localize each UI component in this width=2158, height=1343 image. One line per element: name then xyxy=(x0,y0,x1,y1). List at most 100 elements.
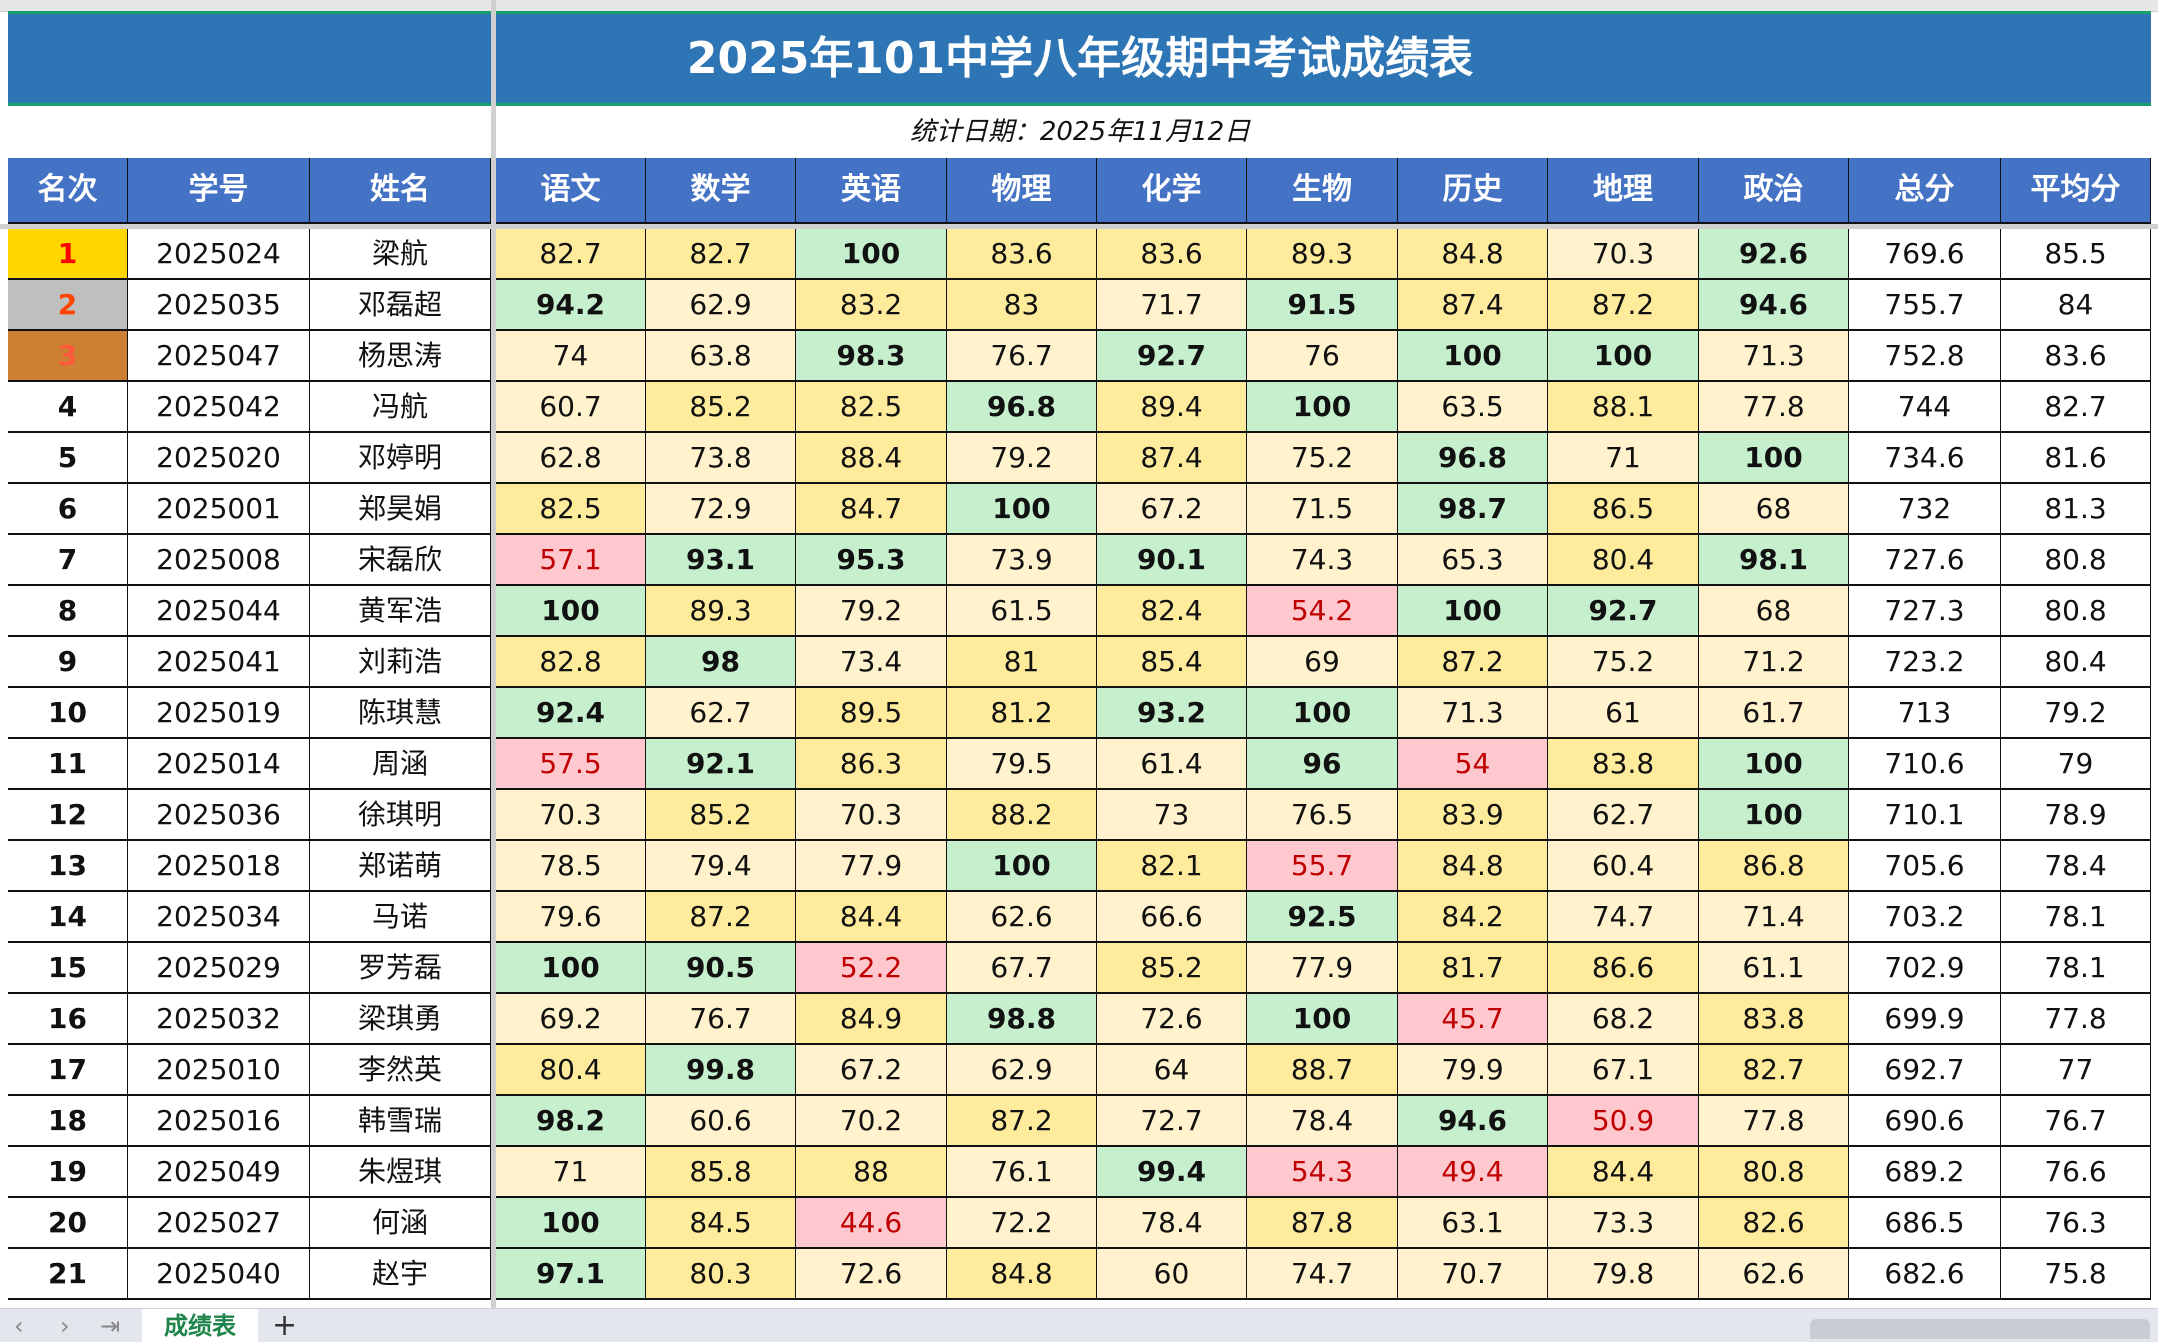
cell-average[interactable]: 76.7 xyxy=(2001,1096,2151,1147)
cell-score-geography[interactable]: 67.1 xyxy=(1548,1045,1699,1096)
cell-score-chinese[interactable]: 100 xyxy=(496,586,646,637)
cell-score-geography[interactable]: 86.6 xyxy=(1548,943,1699,994)
cell-student-id[interactable]: 2025035 xyxy=(128,280,310,331)
cell-total[interactable]: 723.2 xyxy=(1849,637,2001,688)
cell-score-geography[interactable]: 84.4 xyxy=(1548,1147,1699,1198)
cell-score-chinese[interactable]: 78.5 xyxy=(496,841,646,892)
cell-score-english[interactable]: 52.2 xyxy=(796,943,947,994)
cell-student-id[interactable]: 2025020 xyxy=(128,433,310,484)
cell-score-geography[interactable]: 83.8 xyxy=(1548,739,1699,790)
cell-score-geography[interactable]: 88.1 xyxy=(1548,382,1699,433)
cell-score-math[interactable]: 92.1 xyxy=(646,739,796,790)
cell-score-english[interactable]: 72.6 xyxy=(796,1249,947,1300)
cell-score-politics[interactable]: 98.1 xyxy=(1699,535,1849,586)
cell-score-physics[interactable]: 62.9 xyxy=(947,1045,1097,1096)
cell-score-math[interactable]: 82.7 xyxy=(646,229,796,280)
cell-score-english[interactable]: 79.2 xyxy=(796,586,947,637)
cell-score-biology[interactable]: 76 xyxy=(1247,331,1398,382)
cell-score-physics[interactable]: 81 xyxy=(947,637,1097,688)
cell-rank[interactable]: 12 xyxy=(8,790,128,841)
header-chinese[interactable]: 语文 xyxy=(496,158,646,224)
cell-score-physics[interactable]: 72.2 xyxy=(947,1198,1097,1249)
last-sheet-icon[interactable]: ⇥ xyxy=(100,1312,121,1340)
cell-student-id[interactable]: 2025016 xyxy=(128,1096,310,1147)
cell-score-biology[interactable]: 96 xyxy=(1247,739,1398,790)
header-english[interactable]: 英语 xyxy=(796,158,947,224)
cell-total[interactable]: 732 xyxy=(1849,484,2001,535)
cell-score-chinese[interactable]: 71 xyxy=(496,1147,646,1198)
cell-score-math[interactable]: 87.2 xyxy=(646,892,796,943)
cell-average[interactable]: 78.9 xyxy=(2001,790,2151,841)
cell-student-id[interactable]: 2025008 xyxy=(128,535,310,586)
cell-score-geography[interactable]: 68.2 xyxy=(1548,994,1699,1045)
cell-score-history[interactable]: 45.7 xyxy=(1398,994,1548,1045)
cell-score-chemistry[interactable]: 78.4 xyxy=(1097,1198,1247,1249)
cell-student-id[interactable]: 2025001 xyxy=(128,484,310,535)
header-total[interactable]: 总分 xyxy=(1849,158,2001,224)
cell-student-id[interactable]: 2025010 xyxy=(128,1045,310,1096)
cell-score-history[interactable]: 79.9 xyxy=(1398,1045,1548,1096)
cell-score-history[interactable]: 71.3 xyxy=(1398,688,1548,739)
cell-score-english[interactable]: 98.3 xyxy=(796,331,947,382)
cell-score-chemistry[interactable]: 85.2 xyxy=(1097,943,1247,994)
cell-name[interactable]: 邓磊超 xyxy=(310,280,491,331)
cell-score-geography[interactable]: 100 xyxy=(1548,331,1699,382)
cell-score-math[interactable]: 85.2 xyxy=(646,790,796,841)
header-student-id[interactable]: 学号 xyxy=(128,158,310,224)
cell-name[interactable]: 何涵 xyxy=(310,1198,491,1249)
cell-rank[interactable]: 5 xyxy=(8,433,128,484)
cell-score-politics[interactable]: 77.8 xyxy=(1699,382,1849,433)
cell-score-geography[interactable]: 60.4 xyxy=(1548,841,1699,892)
cell-average[interactable]: 77.8 xyxy=(2001,994,2151,1045)
cell-score-politics[interactable]: 82.6 xyxy=(1699,1198,1849,1249)
cell-average[interactable]: 78.1 xyxy=(2001,892,2151,943)
cell-average[interactable]: 76.6 xyxy=(2001,1147,2151,1198)
cell-score-english[interactable]: 100 xyxy=(796,229,947,280)
cell-score-physics[interactable]: 79.2 xyxy=(947,433,1097,484)
cell-score-politics[interactable]: 100 xyxy=(1699,433,1849,484)
cell-score-geography[interactable]: 71 xyxy=(1548,433,1699,484)
cell-student-id[interactable]: 2025042 xyxy=(128,382,310,433)
cell-average[interactable]: 85.5 xyxy=(2001,229,2151,280)
cell-average[interactable]: 81.6 xyxy=(2001,433,2151,484)
cell-score-physics[interactable]: 81.2 xyxy=(947,688,1097,739)
cell-student-id[interactable]: 2025049 xyxy=(128,1147,310,1198)
cell-score-politics[interactable]: 100 xyxy=(1699,790,1849,841)
cell-student-id[interactable]: 2025041 xyxy=(128,637,310,688)
cell-student-id[interactable]: 2025047 xyxy=(128,331,310,382)
cell-average[interactable]: 80.8 xyxy=(2001,535,2151,586)
cell-score-politics[interactable]: 68 xyxy=(1699,484,1849,535)
cell-score-physics[interactable]: 83 xyxy=(947,280,1097,331)
cell-rank[interactable]: 10 xyxy=(8,688,128,739)
cell-total[interactable]: 705.6 xyxy=(1849,841,2001,892)
cell-score-politics[interactable]: 83.8 xyxy=(1699,994,1849,1045)
cell-score-math[interactable]: 89.3 xyxy=(646,586,796,637)
cell-score-chinese[interactable]: 70.3 xyxy=(496,790,646,841)
header-name[interactable]: 姓名 xyxy=(310,158,491,224)
cell-average[interactable]: 84 xyxy=(2001,280,2151,331)
cell-score-chemistry[interactable]: 92.7 xyxy=(1097,331,1247,382)
add-sheet-button[interactable]: + xyxy=(272,1308,298,1343)
cell-name[interactable]: 周涵 xyxy=(310,739,491,790)
cell-score-biology[interactable]: 71.5 xyxy=(1247,484,1398,535)
cell-name[interactable]: 徐琪明 xyxy=(310,790,491,841)
cell-score-english[interactable]: 88 xyxy=(796,1147,947,1198)
cell-score-chinese[interactable]: 82.7 xyxy=(496,229,646,280)
cell-name[interactable]: 刘莉浩 xyxy=(310,637,491,688)
cell-score-math[interactable]: 72.9 xyxy=(646,484,796,535)
cell-score-biology[interactable]: 55.7 xyxy=(1247,841,1398,892)
cell-score-history[interactable]: 100 xyxy=(1398,331,1548,382)
cell-average[interactable]: 78.4 xyxy=(2001,841,2151,892)
cell-score-geography[interactable]: 79.8 xyxy=(1548,1249,1699,1300)
cell-score-physics[interactable]: 73.9 xyxy=(947,535,1097,586)
prev-sheet-icon[interactable]: ‹ xyxy=(14,1312,24,1340)
cell-score-english[interactable]: 77.9 xyxy=(796,841,947,892)
cell-score-physics[interactable]: 76.7 xyxy=(947,331,1097,382)
cell-score-english[interactable]: 70.3 xyxy=(796,790,947,841)
cell-score-geography[interactable]: 86.5 xyxy=(1548,484,1699,535)
cell-score-chemistry[interactable]: 73 xyxy=(1097,790,1247,841)
cell-score-english[interactable]: 86.3 xyxy=(796,739,947,790)
cell-score-physics[interactable]: 84.8 xyxy=(947,1249,1097,1300)
cell-score-chinese[interactable]: 79.6 xyxy=(496,892,646,943)
header-politics[interactable]: 政治 xyxy=(1699,158,1849,224)
